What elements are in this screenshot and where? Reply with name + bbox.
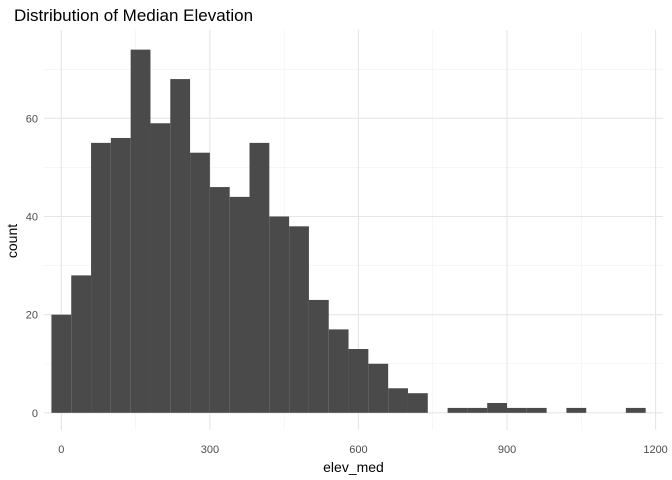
histogram-bar: [507, 407, 527, 413]
y-tick-label: 20: [26, 310, 38, 322]
histogram-bar: [407, 393, 428, 413]
histogram-bar: [348, 349, 369, 413]
histogram-bar: [269, 216, 290, 413]
histogram-bar: [526, 407, 547, 413]
histogram-bar: [308, 299, 329, 413]
histogram-bar: [328, 329, 349, 413]
x-tick-label: 1200: [643, 444, 667, 456]
histogram-bars: [51, 49, 646, 413]
histogram-bar: [71, 275, 92, 413]
histogram-bar: [229, 196, 250, 413]
histogram-bar: [130, 49, 151, 413]
histogram-bar: [447, 407, 468, 413]
histogram-bar: [249, 142, 270, 413]
histogram-bar: [150, 123, 171, 413]
histogram-bar: [51, 314, 72, 413]
histogram-bar: [566, 407, 587, 413]
histogram-bar: [170, 79, 191, 413]
histogram-bar: [487, 403, 508, 413]
y-tick-label: 60: [26, 113, 38, 125]
x-tick-label: 300: [201, 444, 219, 456]
histogram-bar: [190, 152, 210, 413]
x-axis-title: elev_med: [323, 459, 384, 475]
histogram-bar: [467, 407, 488, 413]
x-tick-label: 600: [349, 444, 367, 456]
x-tick-label: 0: [58, 444, 64, 456]
x-axis-tick-labels: 0 300 600 900 1200: [58, 444, 668, 456]
histogram-bar: [289, 226, 309, 413]
chart-title: Distribution of Median Elevation: [14, 6, 253, 25]
histogram-bar: [91, 142, 111, 413]
y-tick-label: 0: [32, 408, 38, 420]
y-axis-tick-labels: 0 20 40 60: [26, 113, 38, 419]
histogram-bar: [368, 363, 389, 413]
x-tick-label: 900: [498, 444, 516, 456]
histogram-bar: [110, 137, 131, 413]
y-tick-label: 40: [26, 212, 38, 224]
histogram-bar: [388, 388, 408, 413]
histogram-bar: [625, 407, 646, 413]
y-axis-title: count: [4, 224, 20, 258]
histogram-bar: [209, 187, 230, 413]
